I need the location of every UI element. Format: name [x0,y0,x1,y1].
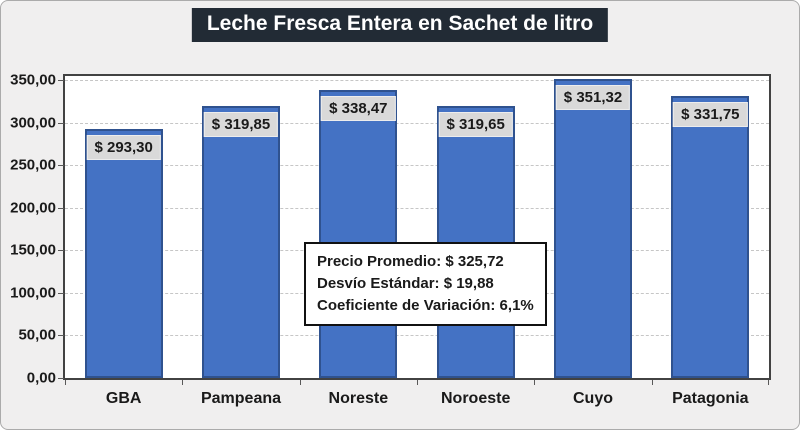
y-axis-tick [58,250,64,252]
y-axis-label-100: 100,00 [10,284,56,302]
y-axis-tick [58,122,64,124]
plot-area: $ 293,30 $ 319,85 $ 338,47 $ 319,65 $ 351,32… [63,74,771,380]
x-axis-label-cuyo: Cuyo [572,390,613,407]
x-axis-label-pampeana: Pampeana [200,390,282,407]
x-axis-tick [417,380,418,385]
y-axis-tick [58,207,64,209]
y-axis-label-350: 350,00 [10,71,56,89]
stats-annotation-box: Precio Promedio: $ 325,72 Desvío Estánda… [304,242,547,326]
x-axis-tick [651,380,653,385]
data-label-noroeste: $ 319,65 [438,112,513,138]
x-axis-label-gba: GBA [105,390,142,407]
x-axis-tick [299,380,301,385]
y-axis-label-0: 0,00 [26,369,56,387]
y-axis-label-200: 200,00 [10,199,56,217]
annotation-line-variation: Coeficiente de Variación: 6,1% [317,297,534,314]
gridline-250 [65,165,769,167]
y-axis-label-250: 250,00 [10,156,56,174]
data-label-cuyo: $ 351,32 [555,85,631,111]
bar-cuyo: $ 351,32 [554,79,632,378]
data-label-noreste: $ 338,47 [321,96,396,122]
gridline-300 [65,122,769,124]
x-axis-tick [534,380,536,385]
data-label-pampeana: $ 319,85 [203,111,279,137]
annotation-line-stddev: Desvío Estándar: $ 19,88 [317,275,494,292]
gridline-350 [65,80,769,82]
bar-pampeana: $ 319,85 [202,105,280,378]
x-axis-label-noreste: Noreste [328,390,389,407]
bar-patagonia: $ 331,75 [671,95,750,378]
x-axis-label-noroeste: Noroeste [440,390,511,407]
y-axis-label-150: 150,00 [10,241,56,259]
x-axis-label-patagonia: Patagonia [672,390,749,407]
y-axis-tick [58,378,64,379]
y-axis-tick [58,80,64,82]
x-axis-tick [768,380,769,385]
y-axis-label-50: 50,00 [18,326,56,344]
bar-noreste: $ 338,47 [319,90,398,378]
x-axis-tick [65,380,66,385]
data-label-patagonia: $ 331,75 [673,101,748,127]
chart-title: Leche Fresca Entera en Sachet de litro [191,8,609,42]
gridline-200 [65,207,769,209]
gridline-50 [65,335,769,337]
y-axis-tick [58,335,64,337]
y-axis-tick [58,292,64,294]
y-axis-tick [58,165,64,167]
x-axis-tick [182,380,184,385]
bar-gba: $ 293,30 [84,128,163,378]
y-axis-label-300: 300,00 [10,114,56,132]
data-label-gba: $ 293,30 [86,134,161,160]
annotation-line-average: Precio Promedio: $ 325,72 [317,253,504,270]
